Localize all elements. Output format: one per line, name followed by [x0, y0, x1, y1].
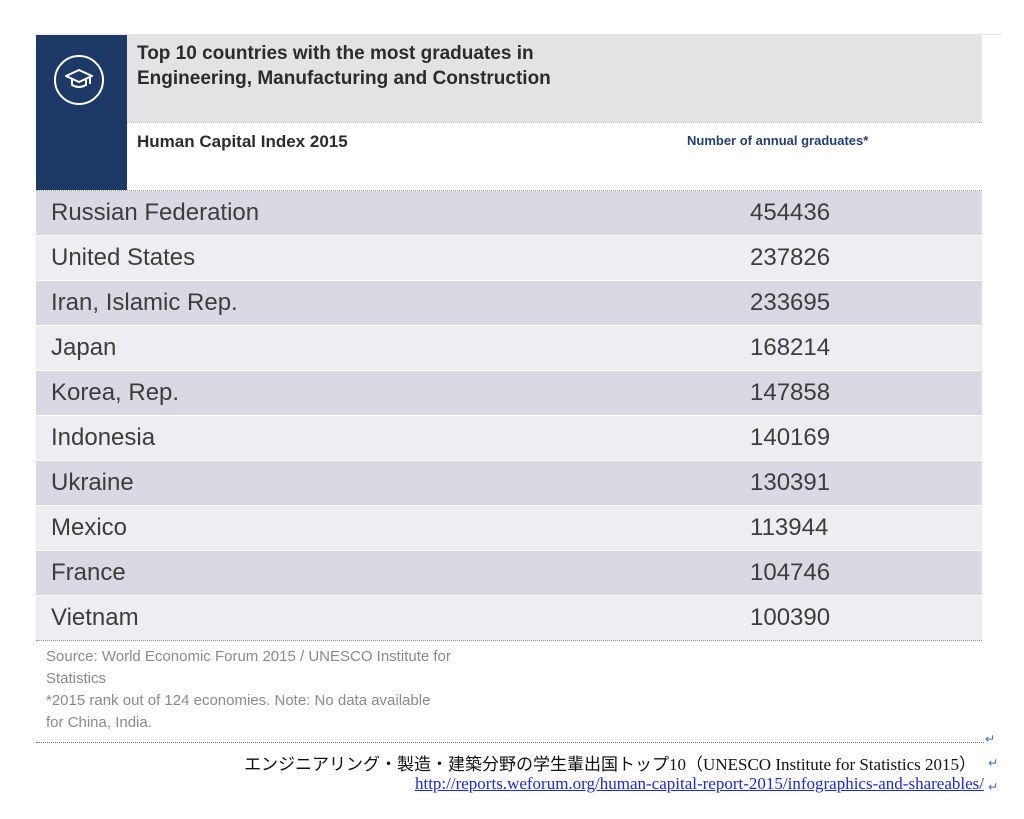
source-link[interactable]: http://reports.weforum.org/human-capital… [414, 774, 984, 793]
table-row: Korea, Rep. 147858 [36, 371, 982, 416]
graduate-count: 233695 [750, 289, 831, 316]
graduate-count: 454436 [750, 199, 831, 226]
graduate-count: 140169 [750, 424, 831, 451]
table-row: Mexico 113944 [36, 506, 982, 551]
footnote-line: *2015 rank out of 124 economies. Note: N… [46, 692, 431, 709]
table-row: France 104746 [36, 551, 982, 596]
footnote-line: for China, India. [46, 714, 152, 731]
table-row: Russian Federation 454436 [36, 191, 982, 236]
subtitle-panel: Human Capital Index 2015 Number of annua… [127, 122, 982, 190]
source-line: Source: World Economic Forum 2015 / UNES… [46, 648, 451, 665]
table-row: Indonesia 140169 [36, 416, 982, 461]
source-line: Statistics [46, 670, 107, 687]
top-divider [36, 34, 1002, 35]
graduation-cap-icon [54, 55, 104, 105]
source-note: Source: World Economic Forum 2015 / UNES… [46, 646, 566, 734]
graduate-count: 168214 [750, 334, 831, 361]
graduate-count: 113944 [750, 514, 829, 541]
paragraph-mark-icon: ↵ [985, 732, 996, 746]
table-row: Japan 168214 [36, 326, 982, 371]
country-name: Korea, Rep. [51, 379, 180, 406]
icon-panel [36, 35, 127, 190]
country-name: Iran, Islamic Rep. [51, 289, 238, 316]
table-row: Ukraine 130391 [36, 461, 982, 506]
country-name: Japan [51, 334, 117, 361]
graduate-count: 104746 [750, 559, 831, 586]
country-name: Indonesia [51, 424, 156, 451]
graduate-count: 147858 [750, 379, 831, 406]
infographic-header: Top 10 countries with the most graduates… [36, 35, 982, 190]
country-name: Ukraine [51, 469, 134, 496]
country-name: United States [51, 244, 196, 271]
paragraph-mark-icon: ↵ [988, 780, 999, 794]
table-row: Iran, Islamic Rep. 233695 [36, 281, 982, 326]
country-name: Russian Federation [51, 199, 260, 226]
graduate-count: 237826 [750, 244, 831, 271]
table-row: Vietnam 100390 [36, 596, 982, 641]
title-panel: Top 10 countries with the most graduates… [127, 35, 982, 122]
subtitle: Human Capital Index 2015 [137, 132, 348, 151]
country-name: Vietnam [51, 604, 139, 631]
column-header: Number of annual graduates* [687, 133, 869, 148]
graduate-count: 100390 [750, 604, 831, 631]
table-row: United States 237826 [36, 236, 982, 281]
country-name: France [51, 559, 126, 586]
chart-title: Top 10 countries with the most graduates… [137, 41, 551, 91]
title-line-1: Top 10 countries with the most graduates… [137, 43, 534, 64]
graduates-table: Russian Federation 454436 United States 23… [36, 190, 982, 641]
image-caption: エンジニアリング・製造・建築分野の学生輩出国トップ10（UNESCO Insti… [244, 755, 976, 774]
country-name: Mexico [51, 514, 128, 541]
document-divider [36, 742, 984, 743]
paragraph-mark-icon: ↵ [988, 756, 999, 770]
title-line-2: Engineering, Manufacturing and Construct… [137, 68, 551, 89]
graduate-count: 130391 [750, 469, 831, 496]
